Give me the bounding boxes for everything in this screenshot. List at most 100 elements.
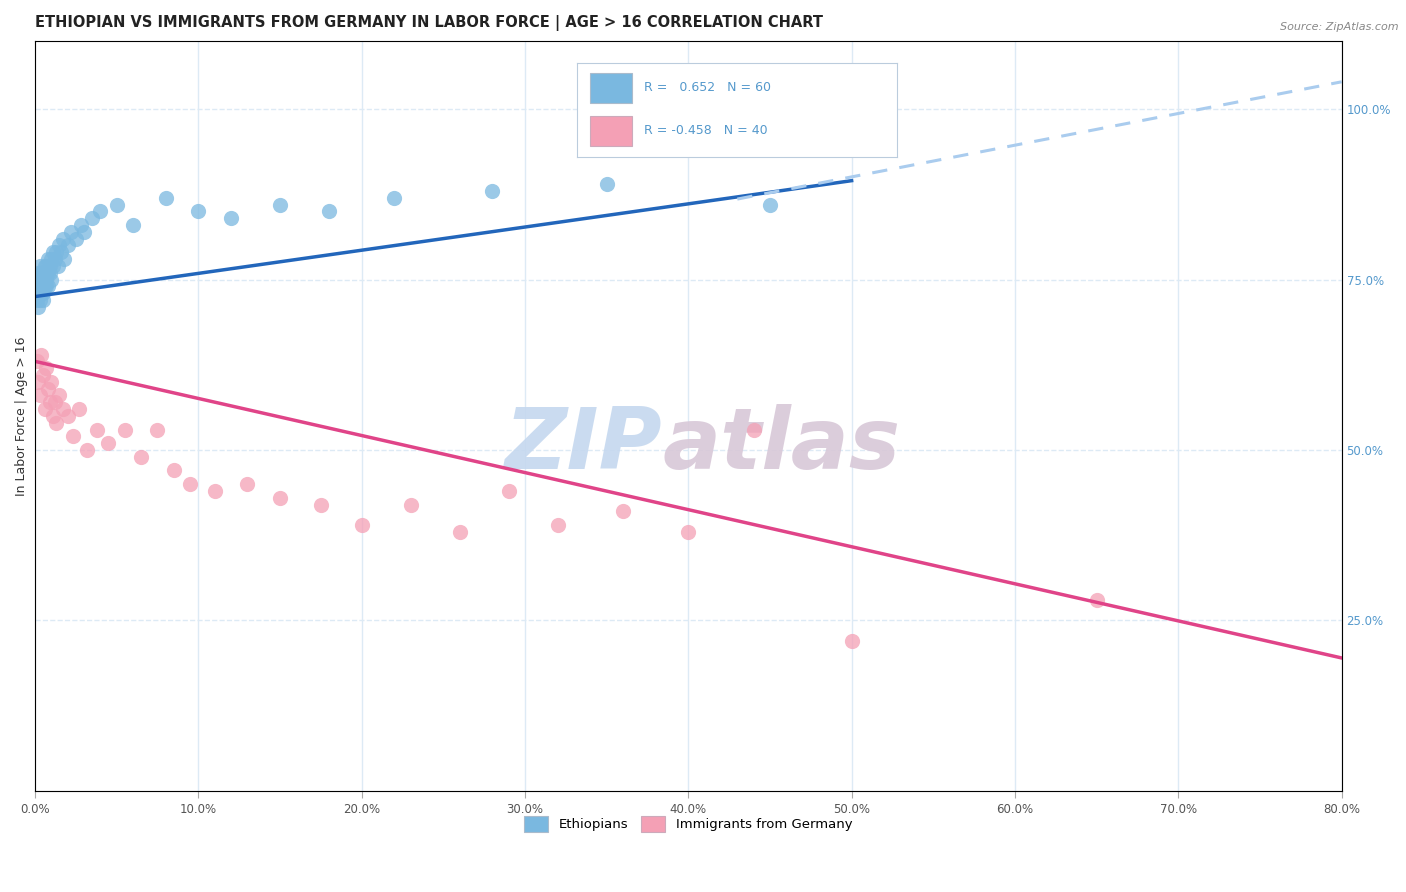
Point bbox=[25, 354, 48, 368]
Point bbox=[236, 477, 259, 491]
Point bbox=[146, 423, 169, 437]
Point bbox=[318, 204, 340, 219]
Point bbox=[73, 225, 96, 239]
Point bbox=[67, 402, 90, 417]
Point bbox=[25, 279, 48, 293]
Point bbox=[382, 191, 405, 205]
Point bbox=[25, 293, 48, 307]
Point bbox=[498, 483, 520, 498]
Point bbox=[52, 402, 75, 417]
Point bbox=[34, 259, 56, 273]
Point bbox=[37, 252, 59, 266]
Point bbox=[34, 279, 56, 293]
Point bbox=[31, 272, 53, 286]
Point bbox=[34, 266, 56, 280]
Point bbox=[45, 416, 67, 430]
Point bbox=[69, 218, 91, 232]
Point bbox=[350, 518, 373, 533]
Point bbox=[114, 423, 136, 437]
Point bbox=[32, 279, 55, 293]
Point bbox=[39, 375, 62, 389]
Point bbox=[35, 272, 58, 286]
Point bbox=[38, 259, 60, 273]
Point bbox=[39, 252, 62, 266]
Point bbox=[97, 436, 120, 450]
Point bbox=[28, 259, 51, 273]
Point bbox=[31, 347, 53, 361]
Point bbox=[35, 361, 58, 376]
Point bbox=[28, 293, 51, 307]
Text: ETHIOPIAN VS IMMIGRANTS FROM GERMANY IN LABOR FORCE | AGE > 16 CORRELATION CHART: ETHIOPIAN VS IMMIGRANTS FROM GERMANY IN … bbox=[35, 15, 823, 31]
Point bbox=[82, 211, 104, 226]
Point bbox=[269, 491, 291, 505]
Point bbox=[595, 177, 617, 191]
Point bbox=[449, 524, 471, 539]
Point bbox=[42, 259, 65, 273]
Point bbox=[27, 375, 49, 389]
Point bbox=[27, 300, 49, 314]
Point bbox=[179, 477, 201, 491]
Point bbox=[48, 238, 70, 252]
Point bbox=[65, 232, 87, 246]
Text: ZIP: ZIP bbox=[505, 404, 662, 487]
Point bbox=[27, 286, 49, 301]
Text: Source: ZipAtlas.com: Source: ZipAtlas.com bbox=[1281, 22, 1399, 32]
Point bbox=[742, 423, 765, 437]
Point bbox=[28, 279, 51, 293]
Point bbox=[219, 211, 242, 226]
Point bbox=[42, 409, 65, 423]
Point bbox=[49, 245, 72, 260]
Point bbox=[53, 252, 76, 266]
Point bbox=[37, 382, 59, 396]
Point bbox=[547, 518, 569, 533]
Point bbox=[31, 266, 53, 280]
Point bbox=[163, 463, 186, 477]
Point bbox=[59, 225, 82, 239]
Point bbox=[31, 279, 53, 293]
Text: atlas: atlas bbox=[662, 404, 900, 487]
Point bbox=[37, 279, 59, 293]
Point bbox=[34, 402, 56, 417]
Point bbox=[35, 279, 58, 293]
Point bbox=[309, 498, 332, 512]
Point bbox=[44, 395, 66, 409]
Point bbox=[28, 388, 51, 402]
Point bbox=[32, 272, 55, 286]
Point bbox=[62, 429, 84, 443]
Point bbox=[32, 266, 55, 280]
Point bbox=[32, 293, 55, 307]
Point bbox=[34, 272, 56, 286]
Point bbox=[52, 232, 75, 246]
Point bbox=[612, 504, 634, 518]
Point bbox=[187, 204, 209, 219]
Point bbox=[48, 388, 70, 402]
Point bbox=[37, 266, 59, 280]
Point bbox=[27, 266, 49, 280]
Point bbox=[86, 423, 108, 437]
Point bbox=[1085, 593, 1108, 607]
Point bbox=[129, 450, 152, 464]
Point bbox=[399, 498, 422, 512]
Point bbox=[759, 197, 782, 211]
Point bbox=[32, 368, 55, 382]
Point bbox=[28, 272, 51, 286]
Point bbox=[56, 238, 79, 252]
Point bbox=[89, 204, 111, 219]
Point bbox=[269, 197, 291, 211]
Point bbox=[105, 197, 128, 211]
Point bbox=[841, 634, 863, 648]
Point bbox=[35, 266, 58, 280]
Point bbox=[44, 252, 66, 266]
Point bbox=[481, 184, 503, 198]
Point bbox=[45, 245, 67, 260]
Legend: Ethiopians, Immigrants from Germany: Ethiopians, Immigrants from Germany bbox=[519, 811, 858, 837]
Point bbox=[46, 259, 69, 273]
Point bbox=[42, 245, 65, 260]
Point bbox=[678, 524, 700, 539]
Point bbox=[76, 442, 98, 457]
Point bbox=[31, 286, 53, 301]
Point bbox=[39, 272, 62, 286]
Point bbox=[122, 218, 145, 232]
Point bbox=[32, 286, 55, 301]
Point bbox=[38, 266, 60, 280]
